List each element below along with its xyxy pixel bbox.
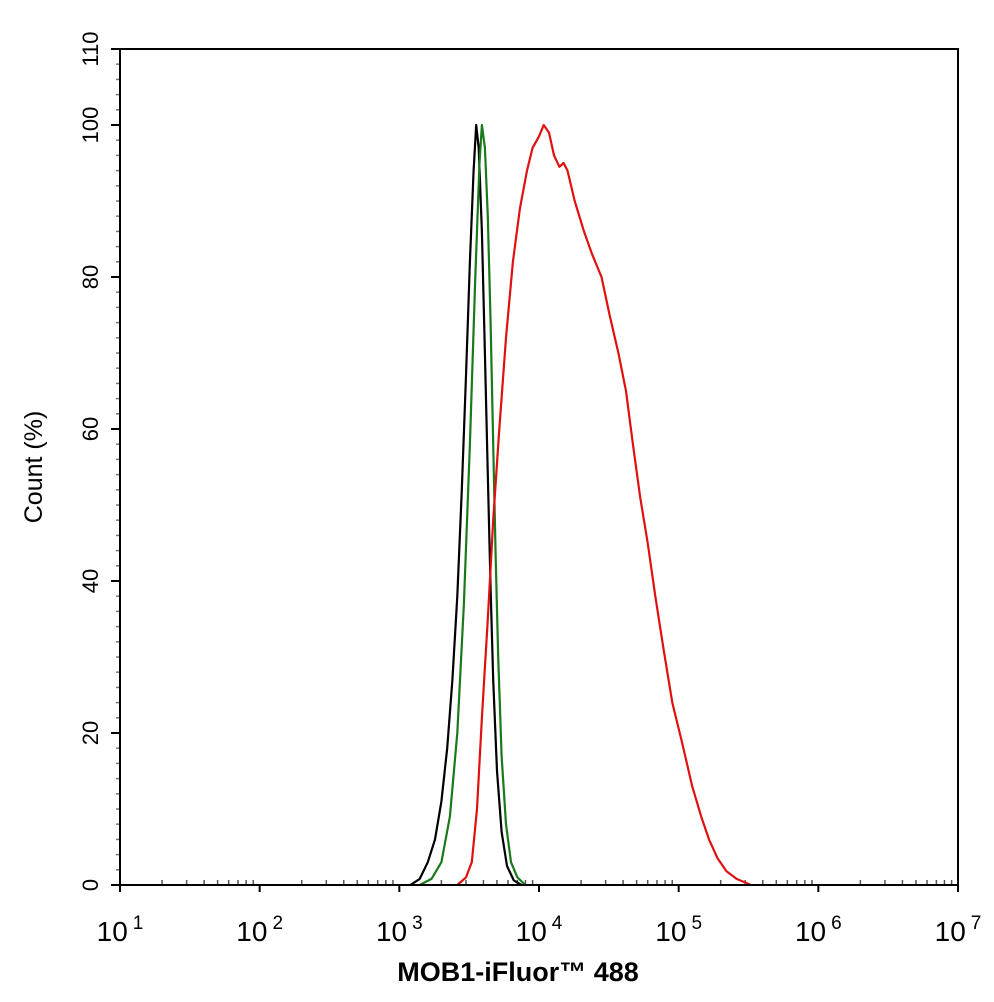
minor-ticks — [116, 63, 953, 885]
x-tick-exponent: 5 — [691, 913, 702, 934]
plot-frame — [119, 48, 959, 886]
y-tick-labels: 0 20 40 60 80 100 110 — [78, 31, 103, 891]
series-curve-1 — [409, 123, 523, 886]
x-tick-exponent: 6 — [831, 913, 842, 934]
x-tick-base: 10 — [655, 916, 686, 947]
y-axis-title: Count (%) — [20, 411, 48, 524]
major-ticks — [111, 48, 959, 892]
x-tick-base: 10 — [376, 916, 407, 947]
x-tick-base: 10 — [236, 916, 267, 947]
x-tick-label: 10 2 — [236, 913, 283, 947]
x-tick-label: 10 4 — [516, 913, 563, 947]
y-tick-label: 80 — [78, 265, 103, 289]
x-tick-exponent: 2 — [272, 913, 283, 934]
x-tick-base: 10 — [935, 916, 966, 947]
x-tick-base: 10 — [795, 916, 826, 947]
x-tick-exponent: 4 — [552, 913, 563, 934]
x-tick-label: 10 5 — [655, 913, 702, 947]
y-tick-label: 100 — [78, 107, 103, 144]
y-tick-label: 110 — [78, 31, 103, 66]
x-tick-exponent: 1 — [133, 913, 144, 934]
x-tick-exponent: 3 — [412, 913, 423, 934]
x-tick-base: 10 — [516, 916, 547, 947]
y-tick-label: 40 — [78, 569, 103, 593]
x-tick-label: 10 1 — [97, 913, 144, 947]
y-tick-label: 20 — [78, 721, 103, 745]
x-tick-label: 10 7 — [935, 913, 982, 947]
x-axis-title: MOB1-iFluor™ 488 — [397, 957, 639, 987]
series-curve-3 — [456, 123, 752, 887]
y-tick-label: 0 — [78, 879, 103, 891]
x-tick-base: 10 — [97, 916, 128, 947]
x-tick-exponent: 7 — [971, 913, 982, 934]
x-tick-labels: 10 1 10 2 10 3 10 4 10 5 10 6 10 7 — [97, 913, 982, 947]
y-tick-label: 60 — [78, 417, 103, 441]
x-tick-label: 10 3 — [376, 913, 423, 947]
x-tick-label: 10 6 — [795, 913, 842, 947]
series-curves — [409, 123, 752, 887]
series-curve-2 — [419, 123, 527, 886]
